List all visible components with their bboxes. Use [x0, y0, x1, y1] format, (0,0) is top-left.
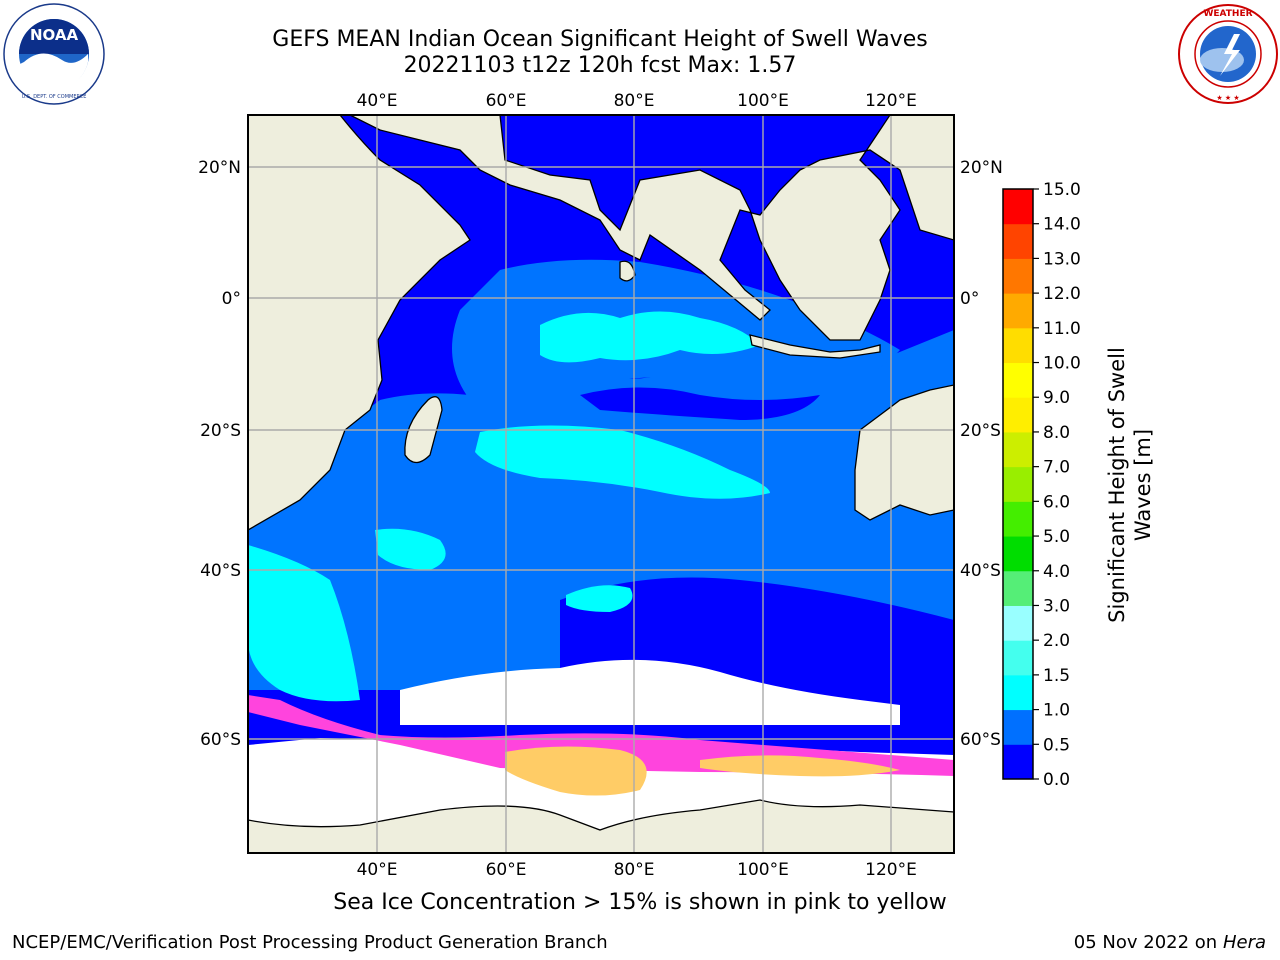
- colorbar-tick-label: 11.0: [1043, 319, 1081, 339]
- colorbar-tick-label: 13.0: [1043, 249, 1081, 269]
- colorbar-tick-label: 8.0: [1043, 423, 1070, 443]
- colorbar-segment: [1003, 189, 1033, 225]
- top-lon-label: 80°E: [614, 91, 655, 111]
- australia-landmass: [854, 384, 954, 521]
- colorbar-tick-label: 5.0: [1043, 527, 1070, 547]
- colorbar-segment: [1003, 258, 1033, 294]
- bottom-lon-label: 40°E: [357, 860, 398, 880]
- colorbar-tick-label: 9.0: [1043, 388, 1070, 408]
- colorbar-segment: [1003, 431, 1033, 468]
- colorbar-segment: [1003, 362, 1033, 398]
- right-lat-label: 20°S: [960, 421, 1001, 441]
- colorbar-segment: [1003, 501, 1033, 537]
- right-lat-label: 60°S: [960, 730, 1001, 750]
- left-lat-label: 20°S: [200, 421, 241, 441]
- top-lon-label: 100°E: [737, 91, 789, 111]
- colorbar-segment: [1003, 397, 1033, 433]
- right-lat-label: 0°: [960, 289, 979, 309]
- bottom-lon-label: 100°E: [737, 860, 789, 880]
- svg-text:WEATHER: WEATHER: [1203, 9, 1252, 19]
- top-lon-label: 60°E: [486, 91, 527, 111]
- sri-lanka-landmass: [619, 260, 636, 282]
- colorbar-tick-label: 3.0: [1043, 596, 1070, 616]
- java-landmass: [749, 334, 881, 359]
- colorbar-tick-label: 12.0: [1043, 284, 1081, 304]
- swell-cyan-patch-equatorial: [540, 311, 760, 363]
- nws-logo-icon: WEATHER ★ ★ ★: [1178, 4, 1278, 104]
- footer-host: Hera: [1222, 932, 1266, 953]
- colorbar-tick-label: 14.0: [1043, 215, 1081, 235]
- footer-date: 05 Nov 2022 on Hera: [1074, 932, 1266, 953]
- colorbar-segment: [1003, 536, 1033, 572]
- colorbar-tick-label: 6.0: [1043, 492, 1070, 512]
- colorbar-segment: [1003, 674, 1033, 711]
- left-lat-label: 0°: [222, 289, 241, 309]
- colorbar-frame: [1002, 188, 1034, 780]
- colorbar: 0.0 0.5 1.0 1.5 2.0 3.0 4.0 5.0 6.0 7.0 8.0 9.0 10.0…: [1002, 180, 1081, 790]
- colorbar-tick-label: 4.0: [1043, 562, 1070, 582]
- footer-date-text: 05 Nov 2022 on: [1073, 932, 1218, 953]
- svg-text:★ ★ ★: ★ ★ ★: [1216, 94, 1239, 102]
- colorbar-tick-label: 10.0: [1043, 354, 1081, 374]
- asia-landmass: [349, 115, 954, 341]
- noaa-logo-icon: NOAA U.S. DEPT. OF COMMERCE: [3, 3, 105, 105]
- colorbar-segment: [1003, 223, 1033, 259]
- left-lat-label: 20°N: [198, 158, 241, 178]
- colorbar-tick-label: 2.0: [1043, 631, 1070, 651]
- map-graticule: [248, 115, 954, 853]
- colorbar-segment: [1003, 605, 1033, 641]
- colorbar-tick-label: 0.5: [1043, 735, 1070, 755]
- colorbar-tick-label: 1.5: [1043, 666, 1070, 686]
- right-lat-label: 40°S: [960, 561, 1001, 581]
- left-lat-label: 60°S: [200, 730, 241, 750]
- colorbar-segment: [1003, 640, 1033, 676]
- colorbar-segment: [1003, 570, 1033, 606]
- colorbar-segment: [1003, 466, 1033, 502]
- top-lon-label: 120°E: [865, 91, 917, 111]
- chart-title: GEFS MEAN Indian Ocean Significant Heigh…: [272, 27, 928, 52]
- map-frame: [247, 114, 955, 854]
- right-lat-label: 20°N: [960, 158, 1003, 178]
- footer-branch: NCEP/EMC/Verification Post Processing Pr…: [12, 932, 608, 953]
- colorbar-label-line1: Significant Height of Swell: [1105, 347, 1129, 623]
- colorbar-tick-label: 7.0: [1043, 458, 1070, 478]
- svg-text:U.S. DEPT. OF COMMERCE: U.S. DEPT. OF COMMERCE: [22, 94, 87, 100]
- bottom-lon-label: 60°E: [486, 860, 527, 880]
- top-lon-label: 40°E: [357, 91, 398, 111]
- chart-subtitle: 20221103 t12z 120h fcst Max: 1.57: [403, 53, 797, 78]
- colorbar-segment: [1003, 709, 1033, 745]
- swell-cyan-patch-midlat: [475, 425, 770, 499]
- left-lat-label: 40°S: [200, 561, 241, 581]
- swell-cyan-patch-southwest: [248, 545, 360, 702]
- colorbar-segment: [1003, 293, 1033, 329]
- sea-ice-caption: Sea Ice Concentration > 15% is shown in …: [333, 890, 947, 915]
- colorbar-segment: [1003, 744, 1033, 780]
- colorbar-segment: [1003, 327, 1033, 364]
- colorbar-tick-label: 0.0: [1043, 770, 1070, 790]
- colorbar-tick-label: 1.0: [1043, 701, 1070, 721]
- bottom-lon-label: 80°E: [614, 860, 655, 880]
- colorbar-label-line2: Waves [m]: [1131, 429, 1155, 541]
- colorbar-tick-label: 15.0: [1043, 180, 1081, 200]
- antarctica-landmass: [248, 799, 954, 853]
- noaa-logo-text: NOAA: [30, 26, 79, 44]
- bottom-lon-label: 120°E: [865, 860, 917, 880]
